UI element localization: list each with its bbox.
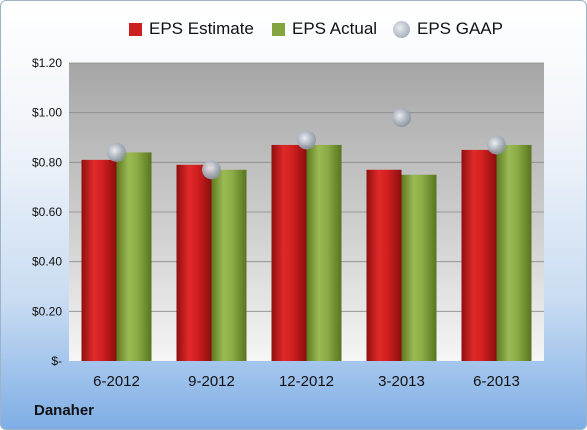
bar-eps-actual: [306, 144, 342, 361]
bar-eps-actual: [496, 144, 532, 361]
y-tick-label: $1.00: [32, 106, 62, 120]
bar-eps-actual: [116, 152, 152, 361]
x-tick-label: 12-2012: [279, 373, 334, 390]
point-eps-gaap: [487, 135, 506, 155]
y-tick-label: $0.80: [32, 155, 62, 169]
y-tick-label: $0.40: [32, 255, 62, 269]
legend-swatch-gaap: [393, 20, 410, 38]
x-tick-label: 9-2012: [188, 373, 235, 390]
legend-item-gaap: EPS GAAP: [393, 15, 503, 43]
y-tick-label: $1.20: [32, 56, 62, 70]
company-label: Danaher: [34, 402, 95, 419]
point-eps-gaap: [107, 142, 126, 162]
bar-eps-actual: [401, 174, 437, 361]
y-tick-label: $-: [51, 354, 62, 368]
bar-eps-estimate: [461, 149, 497, 361]
legend-label-actual: EPS Actual: [292, 19, 378, 38]
bar-eps-estimate: [176, 164, 212, 361]
x-tick-label: 6-2012: [93, 373, 140, 390]
bar-eps-estimate: [81, 159, 117, 361]
legend-item-actual: EPS Actual: [272, 15, 377, 43]
y-tick-label: $0.60: [32, 205, 62, 219]
bar-eps-actual: [211, 169, 247, 361]
bars: [81, 144, 532, 361]
legend-item-estimate: EPS Estimate: [129, 15, 254, 43]
x-axis-ticks: 6-2012 9-2012 12-2012 3-2013 6-2013: [93, 373, 520, 390]
legend-label-estimate: EPS Estimate: [149, 19, 254, 38]
bar-eps-estimate: [271, 144, 307, 361]
y-tick-label: $0.20: [32, 304, 62, 318]
legend-swatch-estimate: [129, 22, 142, 36]
legend-label-gaap: EPS GAAP: [417, 19, 503, 38]
point-eps-gaap: [392, 108, 411, 128]
point-eps-gaap: [297, 130, 316, 150]
legend: EPS Estimate EPS Actual EPS GAAP: [1, 15, 586, 43]
y-axis-ticks: $- $0.20 $0.40 $0.60 $0.80 $1.00 $1.20: [32, 56, 62, 368]
x-tick-label: 3-2013: [378, 373, 425, 390]
gaap-points: [107, 108, 506, 180]
bar-eps-estimate: [366, 169, 402, 361]
legend-swatch-actual: [272, 22, 285, 36]
x-tick-label: 6-2013: [473, 373, 520, 390]
point-eps-gaap: [202, 160, 221, 180]
